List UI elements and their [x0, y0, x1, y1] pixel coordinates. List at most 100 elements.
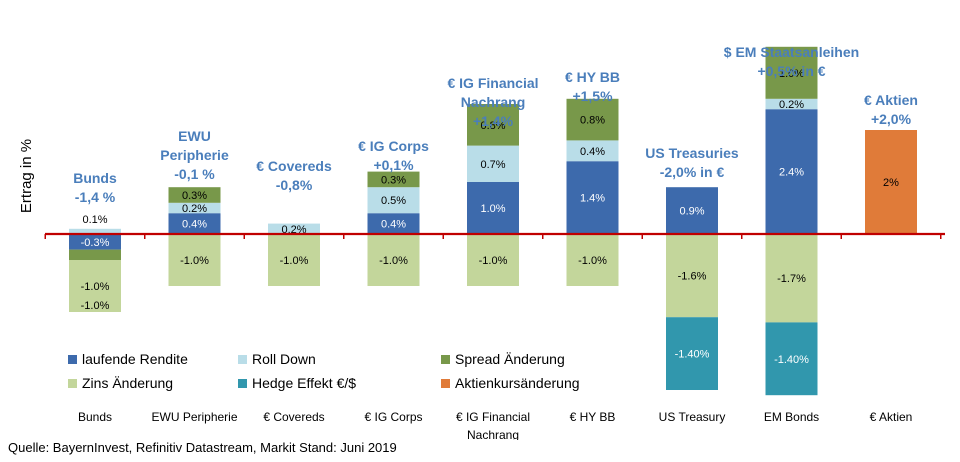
bar-2-1 — [69, 228, 121, 234]
data-label-3-8: 1.0% — [779, 68, 804, 80]
data-label-2-3: 0.2% — [281, 224, 306, 236]
bar-4-8 — [765, 234, 818, 323]
annotation-1-1: Bunds — [73, 170, 117, 186]
source-note: Quelle: BayernInvest, Refinitiv Datastre… — [8, 440, 397, 455]
annotation-8-2: +0,5% in € — [757, 63, 825, 79]
legend-swatch-4 — [68, 379, 77, 388]
category-label-1-1: Bunds — [78, 410, 112, 424]
category-label-2-1: EWU Peripherie — [151, 410, 237, 424]
annotation-6-2: +1,5% — [572, 88, 613, 104]
bar-5-7 — [666, 317, 718, 390]
category-label-4-1: € IG Corps — [364, 410, 422, 424]
category-label-5-2: Nachrang — [467, 428, 519, 440]
data-label-4-6: -1.0% — [578, 255, 607, 267]
legend-swatch-6 — [441, 379, 450, 388]
bar-2-5 — [467, 145, 519, 182]
bar-3-5 — [467, 104, 519, 146]
annotation-9-2: +2,0% — [871, 111, 912, 127]
bar-4-5 — [467, 234, 519, 286]
data-label-3-4: 0.3% — [381, 174, 406, 186]
data-label-2-1: 0.1% — [82, 214, 107, 226]
data-label-4-5: -1.0% — [479, 255, 508, 267]
legend-label-5: Hedge Effekt €/$ — [252, 375, 356, 391]
data-label-2-6: 0.4% — [580, 146, 605, 158]
annotation-5-2: Nachrang — [461, 94, 526, 110]
annotation-4-2: +0,1% — [373, 157, 414, 173]
legend-label-1: laufende Rendite — [82, 351, 188, 367]
data-label-1-6: 1.4% — [580, 193, 605, 205]
bar-4-1 — [69, 260, 121, 312]
data-label-6-9: 2% — [883, 177, 899, 189]
annotation-5-3: +1,4% — [473, 113, 514, 129]
bar-4-2 — [168, 234, 221, 286]
bar-5-8 — [765, 322, 818, 396]
category-label-9-1: € Aktien — [870, 410, 913, 424]
data-label-3-6: 0.8% — [580, 115, 605, 127]
legend-label-3: Spread Änderung — [455, 351, 565, 367]
annotation-8-1: $ EM Staatsanleihen — [724, 44, 859, 60]
category-label-3-1: € Covereds — [263, 410, 324, 424]
annotation-1-2: -1,4 % — [75, 189, 116, 205]
bar-3-2 — [168, 187, 221, 203]
bar-6-9 — [865, 130, 917, 234]
data-label-1-1: -0.3% — [81, 237, 110, 249]
legend-label-6: Aktienkursänderung — [455, 375, 580, 391]
data-label-3-2: 0.3% — [182, 190, 207, 202]
legend-swatch-1 — [68, 355, 77, 364]
bar-1-5 — [467, 182, 519, 234]
bar-1-4 — [367, 213, 420, 234]
data-label-1-7: 0.9% — [679, 206, 704, 218]
bar-2-6 — [566, 140, 619, 162]
bar-1-6 — [566, 161, 619, 234]
data-label-4-8: -1.7% — [777, 273, 806, 285]
bar-4-4 — [367, 234, 420, 286]
annotation-3-1: € Covereds — [256, 158, 332, 174]
data-label-4-1: -1.0% — [81, 281, 110, 293]
bar-3-8 — [765, 46, 818, 99]
chart-canvas: Ertrag in %-0.3%0.1%-1.0%0.4%0.2%0.3%-1.… — [18, 44, 945, 440]
data-label-3-5: 0.8% — [480, 120, 505, 132]
annotation-7-2: -2,0% in € — [660, 164, 725, 180]
legend-swatch-5 — [238, 379, 247, 388]
annotation-2-1: EWU — [178, 128, 211, 144]
data-label-5-7: -1.40% — [675, 349, 710, 361]
category-label-8-1: EM Bonds — [764, 410, 819, 424]
data-label-bunds-bottom: -1.0% — [81, 300, 110, 312]
annotation-9-1: € Aktien — [864, 92, 918, 108]
annotation-2-3: -0,1 % — [174, 166, 215, 182]
data-label-2-2: 0.2% — [182, 203, 207, 215]
bar-4-6 — [566, 234, 619, 286]
category-label-7-1: US Treasury — [659, 410, 726, 424]
data-label-4-2: -1.0% — [180, 255, 209, 267]
annotation-7-1: US Treasuries — [645, 145, 739, 161]
data-label-4-3: -1.0% — [280, 255, 309, 267]
y-axis-label: Ertrag in % — [18, 139, 35, 213]
bar-2-2 — [168, 202, 221, 214]
bar-3-1 — [69, 249, 121, 260]
bar-3-6 — [566, 98, 619, 141]
legend-swatch-3 — [441, 355, 450, 364]
data-label-4-7: -1.6% — [678, 271, 707, 283]
data-label-4-4: -1.0% — [379, 255, 408, 267]
bar-1-8 — [765, 109, 818, 234]
data-label-1-4: 0.4% — [381, 219, 406, 231]
data-label-1-2: 0.4% — [182, 219, 207, 231]
legend-swatch-2 — [238, 355, 247, 364]
bar-1-1 — [69, 234, 121, 250]
annotation-5-1: € IG Financial — [447, 75, 538, 91]
bar-2-4 — [367, 187, 420, 214]
category-label-5-1: € IG Financial — [456, 410, 530, 424]
data-label-1-8: 2.4% — [779, 167, 804, 179]
annotation-3-2: -0,8% — [276, 177, 313, 193]
data-label-1-5: 1.0% — [480, 203, 505, 215]
bar-2-8 — [765, 98, 818, 110]
bar-4-7 — [666, 234, 718, 318]
bar-1-7 — [666, 187, 718, 234]
legend-label-2: Roll Down — [252, 351, 316, 367]
category-label-6-1: € HY BB — [570, 410, 616, 424]
bar-3-4 — [367, 171, 420, 188]
bar-1-2 — [168, 213, 221, 234]
bar-4-3 — [268, 234, 320, 286]
data-label-5-8: -1.40% — [774, 354, 809, 366]
